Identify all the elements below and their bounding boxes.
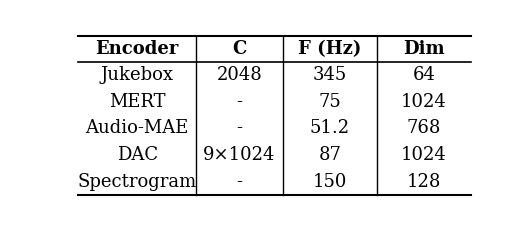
Text: Spectrogram: Spectrogram xyxy=(78,173,197,191)
Text: -: - xyxy=(237,93,242,111)
Text: 345: 345 xyxy=(313,66,347,84)
Text: DAC: DAC xyxy=(117,146,158,164)
Text: Audio-MAE: Audio-MAE xyxy=(86,120,189,138)
Text: MERT: MERT xyxy=(109,93,165,111)
Text: Encoder: Encoder xyxy=(96,40,179,58)
Text: 768: 768 xyxy=(407,120,441,138)
Text: 128: 128 xyxy=(407,173,441,191)
Text: -: - xyxy=(237,173,242,191)
Text: Dim: Dim xyxy=(403,40,445,58)
Text: 51.2: 51.2 xyxy=(309,120,350,138)
Text: 9×1024: 9×1024 xyxy=(203,146,276,164)
Text: Jukebox: Jukebox xyxy=(101,66,174,84)
Text: 2048: 2048 xyxy=(216,66,262,84)
Text: 64: 64 xyxy=(412,66,436,84)
Text: 1024: 1024 xyxy=(401,93,447,111)
Text: C: C xyxy=(232,40,247,58)
Text: 87: 87 xyxy=(318,146,341,164)
Text: -: - xyxy=(237,120,242,138)
Text: 75: 75 xyxy=(318,93,341,111)
Text: 150: 150 xyxy=(313,173,347,191)
Text: 1024: 1024 xyxy=(401,146,447,164)
Text: F (Hz): F (Hz) xyxy=(298,40,361,58)
